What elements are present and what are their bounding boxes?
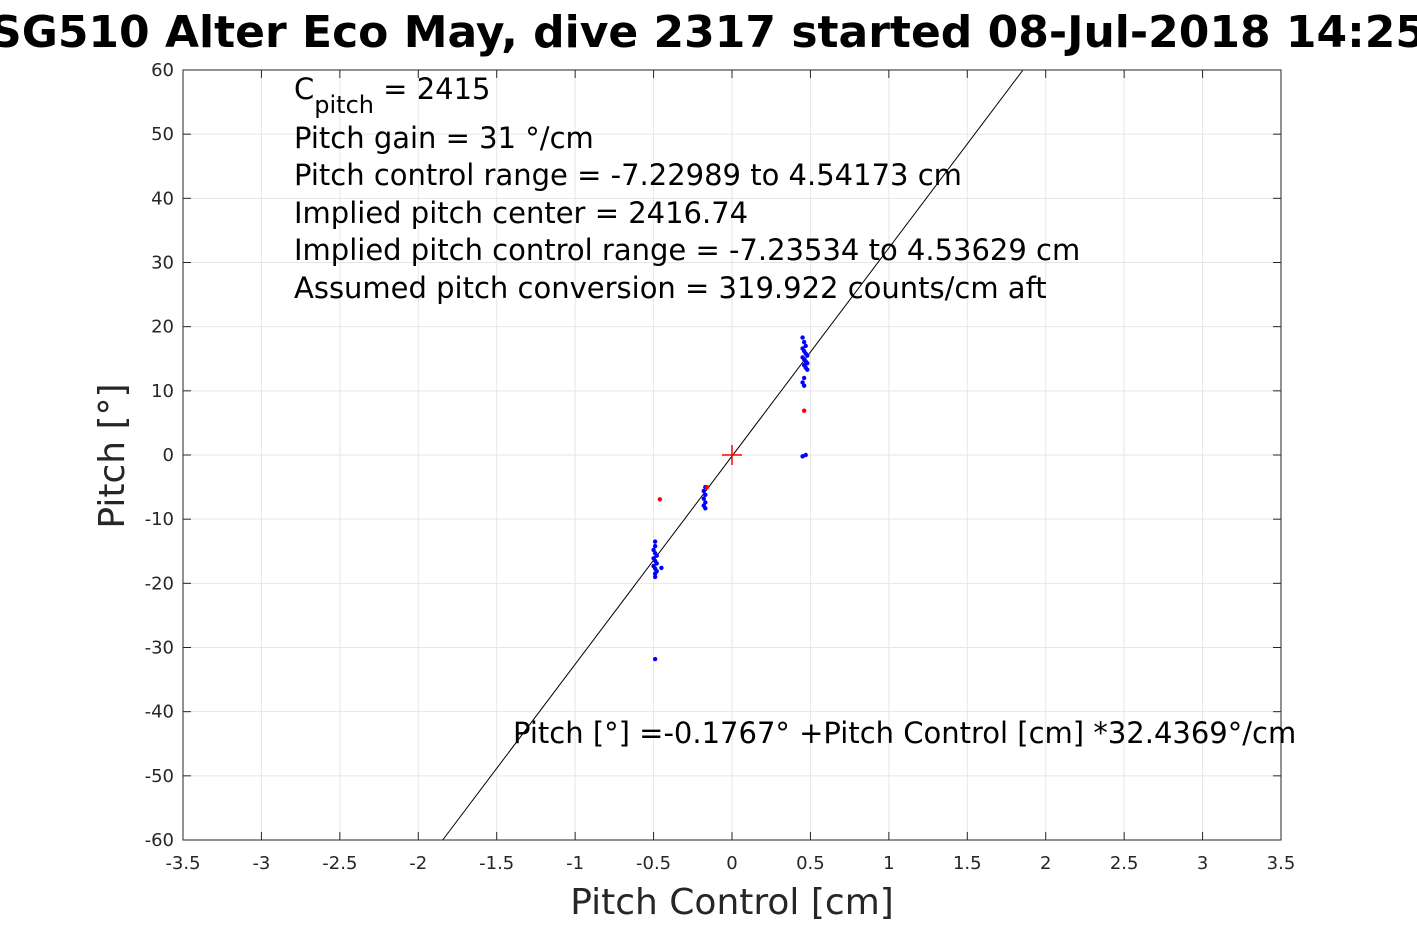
data-point (703, 492, 708, 497)
x-tick-label: -0.5 (636, 853, 671, 874)
data-point (803, 452, 808, 458)
x-tick-label: 1 (883, 853, 894, 874)
y-tick-label: -20 (145, 573, 174, 594)
x-tick-label: 1.5 (953, 853, 982, 874)
data-point (652, 571, 658, 576)
data-point (805, 367, 810, 372)
implied-pitch-center-annotation: Implied pitch center = 2416.74 (294, 196, 748, 230)
data-point (703, 506, 708, 511)
y-tick-label: 30 (151, 253, 174, 274)
x-tick-label: -3 (252, 853, 270, 874)
y-tick-label: -30 (145, 638, 174, 659)
x-tick-label: 3.5 (1267, 853, 1296, 874)
data-point (654, 553, 659, 558)
assumed-pitch-conversion-annotation: Assumed pitch conversion = 319.922 count… (294, 271, 1047, 305)
x-tick-label: -1 (566, 853, 584, 874)
data-point (652, 539, 658, 544)
y-tick-label: 60 (151, 60, 174, 81)
cpitch-subscript: pitch (314, 91, 374, 119)
data-point (701, 496, 706, 501)
data-point (652, 656, 658, 662)
x-tick-label: 2.5 (1110, 853, 1139, 874)
grid (182, 69, 1282, 841)
data-point (652, 543, 658, 549)
data-point (805, 353, 810, 358)
cpitch-symbol: C (294, 72, 314, 106)
y-tick-label: 40 (151, 188, 174, 209)
x-tick-label: 0 (726, 853, 737, 874)
axis-ticks (182, 69, 1282, 841)
x-tick-label: -2 (409, 853, 427, 874)
data-point (704, 484, 710, 490)
x-axis-label: Pitch Control [cm] (570, 882, 894, 923)
cpitch-value: = 2415 (374, 72, 491, 106)
data-points (651, 335, 810, 662)
x-tick-label: -1.5 (479, 853, 514, 874)
y-tick-label: 10 (151, 381, 174, 402)
data-point (801, 375, 807, 381)
y-tick-label: 0 (163, 445, 174, 466)
data-point (659, 565, 664, 571)
fit-equation-annotation: Pitch [°] =-0.1767° +Pitch Control [cm] … (513, 716, 1296, 750)
x-tick-label: -2.5 (322, 853, 357, 874)
chart-title: SG510 Alter Eco May, dive 2317 started 0… (0, 7, 1417, 58)
x-tick-label: -3.5 (165, 853, 200, 874)
data-point (801, 383, 807, 388)
y-tick-label: -60 (145, 830, 174, 851)
x-tick-label: 3 (1197, 853, 1208, 874)
data-point (657, 497, 663, 502)
y-tick-label: -10 (145, 509, 174, 530)
y-tick-label: -40 (145, 702, 174, 723)
pitch-gain-annotation: Pitch gain = 31 °/cm (294, 121, 594, 155)
implied-pitch-control-range-annotation: Implied pitch control range = -7.23534 t… (294, 233, 1080, 267)
data-point (652, 574, 658, 580)
x-tick-label: 2 (1040, 853, 1051, 874)
y-axis-label: Pitch [°] (92, 383, 133, 528)
data-point (701, 488, 706, 494)
y-tick-label: 20 (151, 317, 174, 338)
y-tick-label: -50 (145, 766, 174, 787)
x-tick-labels: -3.5 -3 -2.5 -2 -1.5 -1 -0.5 0 0.5 1 1.5 2 2.5 3 3.5 (165, 853, 1295, 874)
y-tick-label: 50 (151, 124, 174, 145)
data-point (803, 343, 808, 349)
data-point (800, 335, 805, 340)
y-tick-labels: -60 -50 -40 -30 -20 -10 0 10 20 30 40 50 60 (145, 60, 174, 851)
x-tick-label: 0.5 (796, 853, 825, 874)
data-point (654, 561, 659, 566)
center-marker-group (722, 445, 742, 465)
pitch-control-range-annotation: Pitch control range = -7.22989 to 4.5417… (294, 158, 962, 192)
data-point (801, 339, 807, 345)
data-point (801, 408, 807, 413)
cpitch-annotation: Cpitch = 2415 (294, 72, 491, 119)
